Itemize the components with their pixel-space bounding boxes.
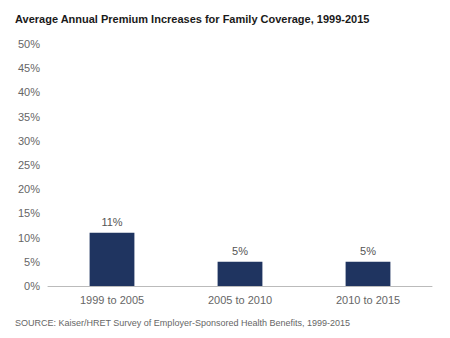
svg-text:1999 to 2005: 1999 to 2005 xyxy=(80,294,144,306)
svg-text:20%: 20% xyxy=(18,183,40,195)
svg-text:15%: 15% xyxy=(18,207,40,219)
svg-text:50%: 50% xyxy=(18,38,40,50)
svg-text:0%: 0% xyxy=(24,280,40,292)
svg-text:2005 to 2010: 2005 to 2010 xyxy=(208,294,272,306)
svg-text:5%: 5% xyxy=(232,245,248,257)
svg-text:2010 to 2015: 2010 to 2015 xyxy=(336,294,400,306)
svg-text:10%: 10% xyxy=(18,232,40,244)
svg-text:45%: 45% xyxy=(18,62,40,74)
svg-text:40%: 40% xyxy=(18,86,40,98)
svg-text:11%: 11% xyxy=(101,216,122,228)
svg-text:5%: 5% xyxy=(24,256,40,268)
svg-text:SOURCE: Kaiser/HRET Survey of: SOURCE: Kaiser/HRET Survey of Employer-S… xyxy=(15,318,350,328)
svg-text:35%: 35% xyxy=(18,111,40,123)
svg-text:5%: 5% xyxy=(360,245,376,257)
svg-text:25%: 25% xyxy=(18,159,40,171)
svg-text:Average Annual Premium Increas: Average Annual Premium Increases for Fam… xyxy=(15,13,369,25)
svg-text:30%: 30% xyxy=(18,135,40,147)
